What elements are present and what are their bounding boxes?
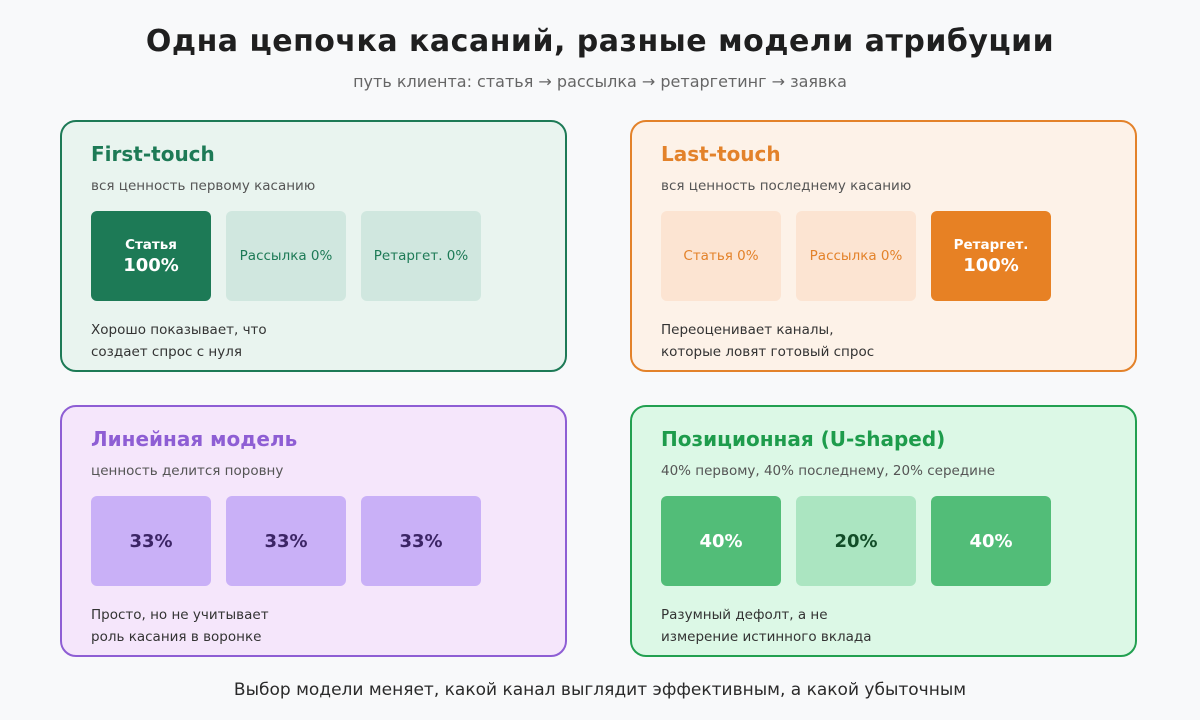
- card-subtitle: вся ценность последнему касанию: [661, 178, 912, 194]
- card-title: Позиционная (U-shaped): [661, 427, 946, 451]
- touchpoint-value: 33%: [264, 530, 308, 552]
- touchpoint-label: Статья 0%: [683, 248, 759, 264]
- touchpoint-value: 33%: [399, 530, 443, 552]
- card-note: Хорошо показывает, что создает спрос с н…: [91, 322, 267, 360]
- card-title: Линейная модель: [91, 427, 298, 451]
- touchpoint-label: Ретаргет. 0%: [373, 248, 469, 264]
- touchpoint-newsletter: Рассылка 0%: [796, 211, 916, 301]
- card-note: Переоценивает каналы, которые ловят гото…: [661, 322, 875, 360]
- touchpoint-retargeting: 33%: [361, 496, 481, 586]
- touchpoint-value: 40%: [969, 530, 1013, 552]
- card-subtitle: 40% первому, 40% последнему, 20% середин…: [661, 463, 996, 479]
- touchpoint-newsletter: Рассылка 0%: [226, 211, 346, 301]
- card-subtitle: ценность делится поровну: [91, 463, 284, 479]
- card-title: First-touch: [91, 142, 215, 166]
- touchpoint-boxes: Статья 0% Рассылка 0% Ретаргет. 100%: [661, 211, 1051, 301]
- touchpoint-newsletter: 33%: [226, 496, 346, 586]
- touchpoint-value: 20%: [834, 530, 878, 552]
- touchpoint-article: Статья 100%: [91, 211, 211, 301]
- touchpoint-retargeting: Ретаргет. 0%: [361, 211, 481, 301]
- page-title: Одна цепочка касаний, разные модели атри…: [145, 24, 1055, 59]
- footer-caption: Выбор модели меняет, какой канал выгляди…: [233, 680, 967, 700]
- touchpoint-newsletter: 20%: [796, 496, 916, 586]
- card-title: Last-touch: [661, 142, 781, 166]
- card-note: Разумный дефолт, а не измерение истинног…: [661, 607, 872, 645]
- touchpoint-label: Рассылка 0%: [809, 248, 903, 264]
- last-touch-card: Last-touch вся ценность последнему касан…: [630, 120, 1137, 372]
- touchpoint-article: 40%: [661, 496, 781, 586]
- touchpoint-boxes: Статья 100% Рассылка 0% Ретаргет. 0%: [91, 211, 481, 301]
- touchpoint-retargeting: 40%: [931, 496, 1051, 586]
- card-note: Просто, но не учитывает роль касания в в…: [91, 607, 269, 645]
- touchpoint-value: 40%: [699, 530, 743, 552]
- touchpoint-value: 33%: [129, 530, 173, 552]
- u-shaped-card: Позиционная (U-shaped) 40% первому, 40% …: [630, 405, 1137, 657]
- touchpoint-value: 100%: [123, 254, 179, 276]
- touchpoint-boxes: 40% 20% 40%: [661, 496, 1051, 586]
- touchpoint-name: Ретаргет.: [953, 236, 1029, 253]
- touchpoint-article: Статья 0%: [661, 211, 781, 301]
- touchpoint-retargeting: Ретаргет. 100%: [931, 211, 1051, 301]
- first-touch-card: First-touch вся ценность первому касанию…: [60, 120, 567, 372]
- touchpoint-article: 33%: [91, 496, 211, 586]
- card-subtitle: вся ценность первому касанию: [91, 178, 316, 194]
- touchpoint-label: Рассылка 0%: [239, 248, 333, 264]
- touchpoint-boxes: 33% 33% 33%: [91, 496, 481, 586]
- page-subtitle: путь клиента: статья → рассылка → ретарг…: [353, 72, 847, 91]
- touchpoint-name: Статья: [125, 236, 177, 253]
- touchpoint-value: 100%: [963, 254, 1019, 276]
- linear-model-card: Линейная модель ценность делится поровну…: [60, 405, 567, 657]
